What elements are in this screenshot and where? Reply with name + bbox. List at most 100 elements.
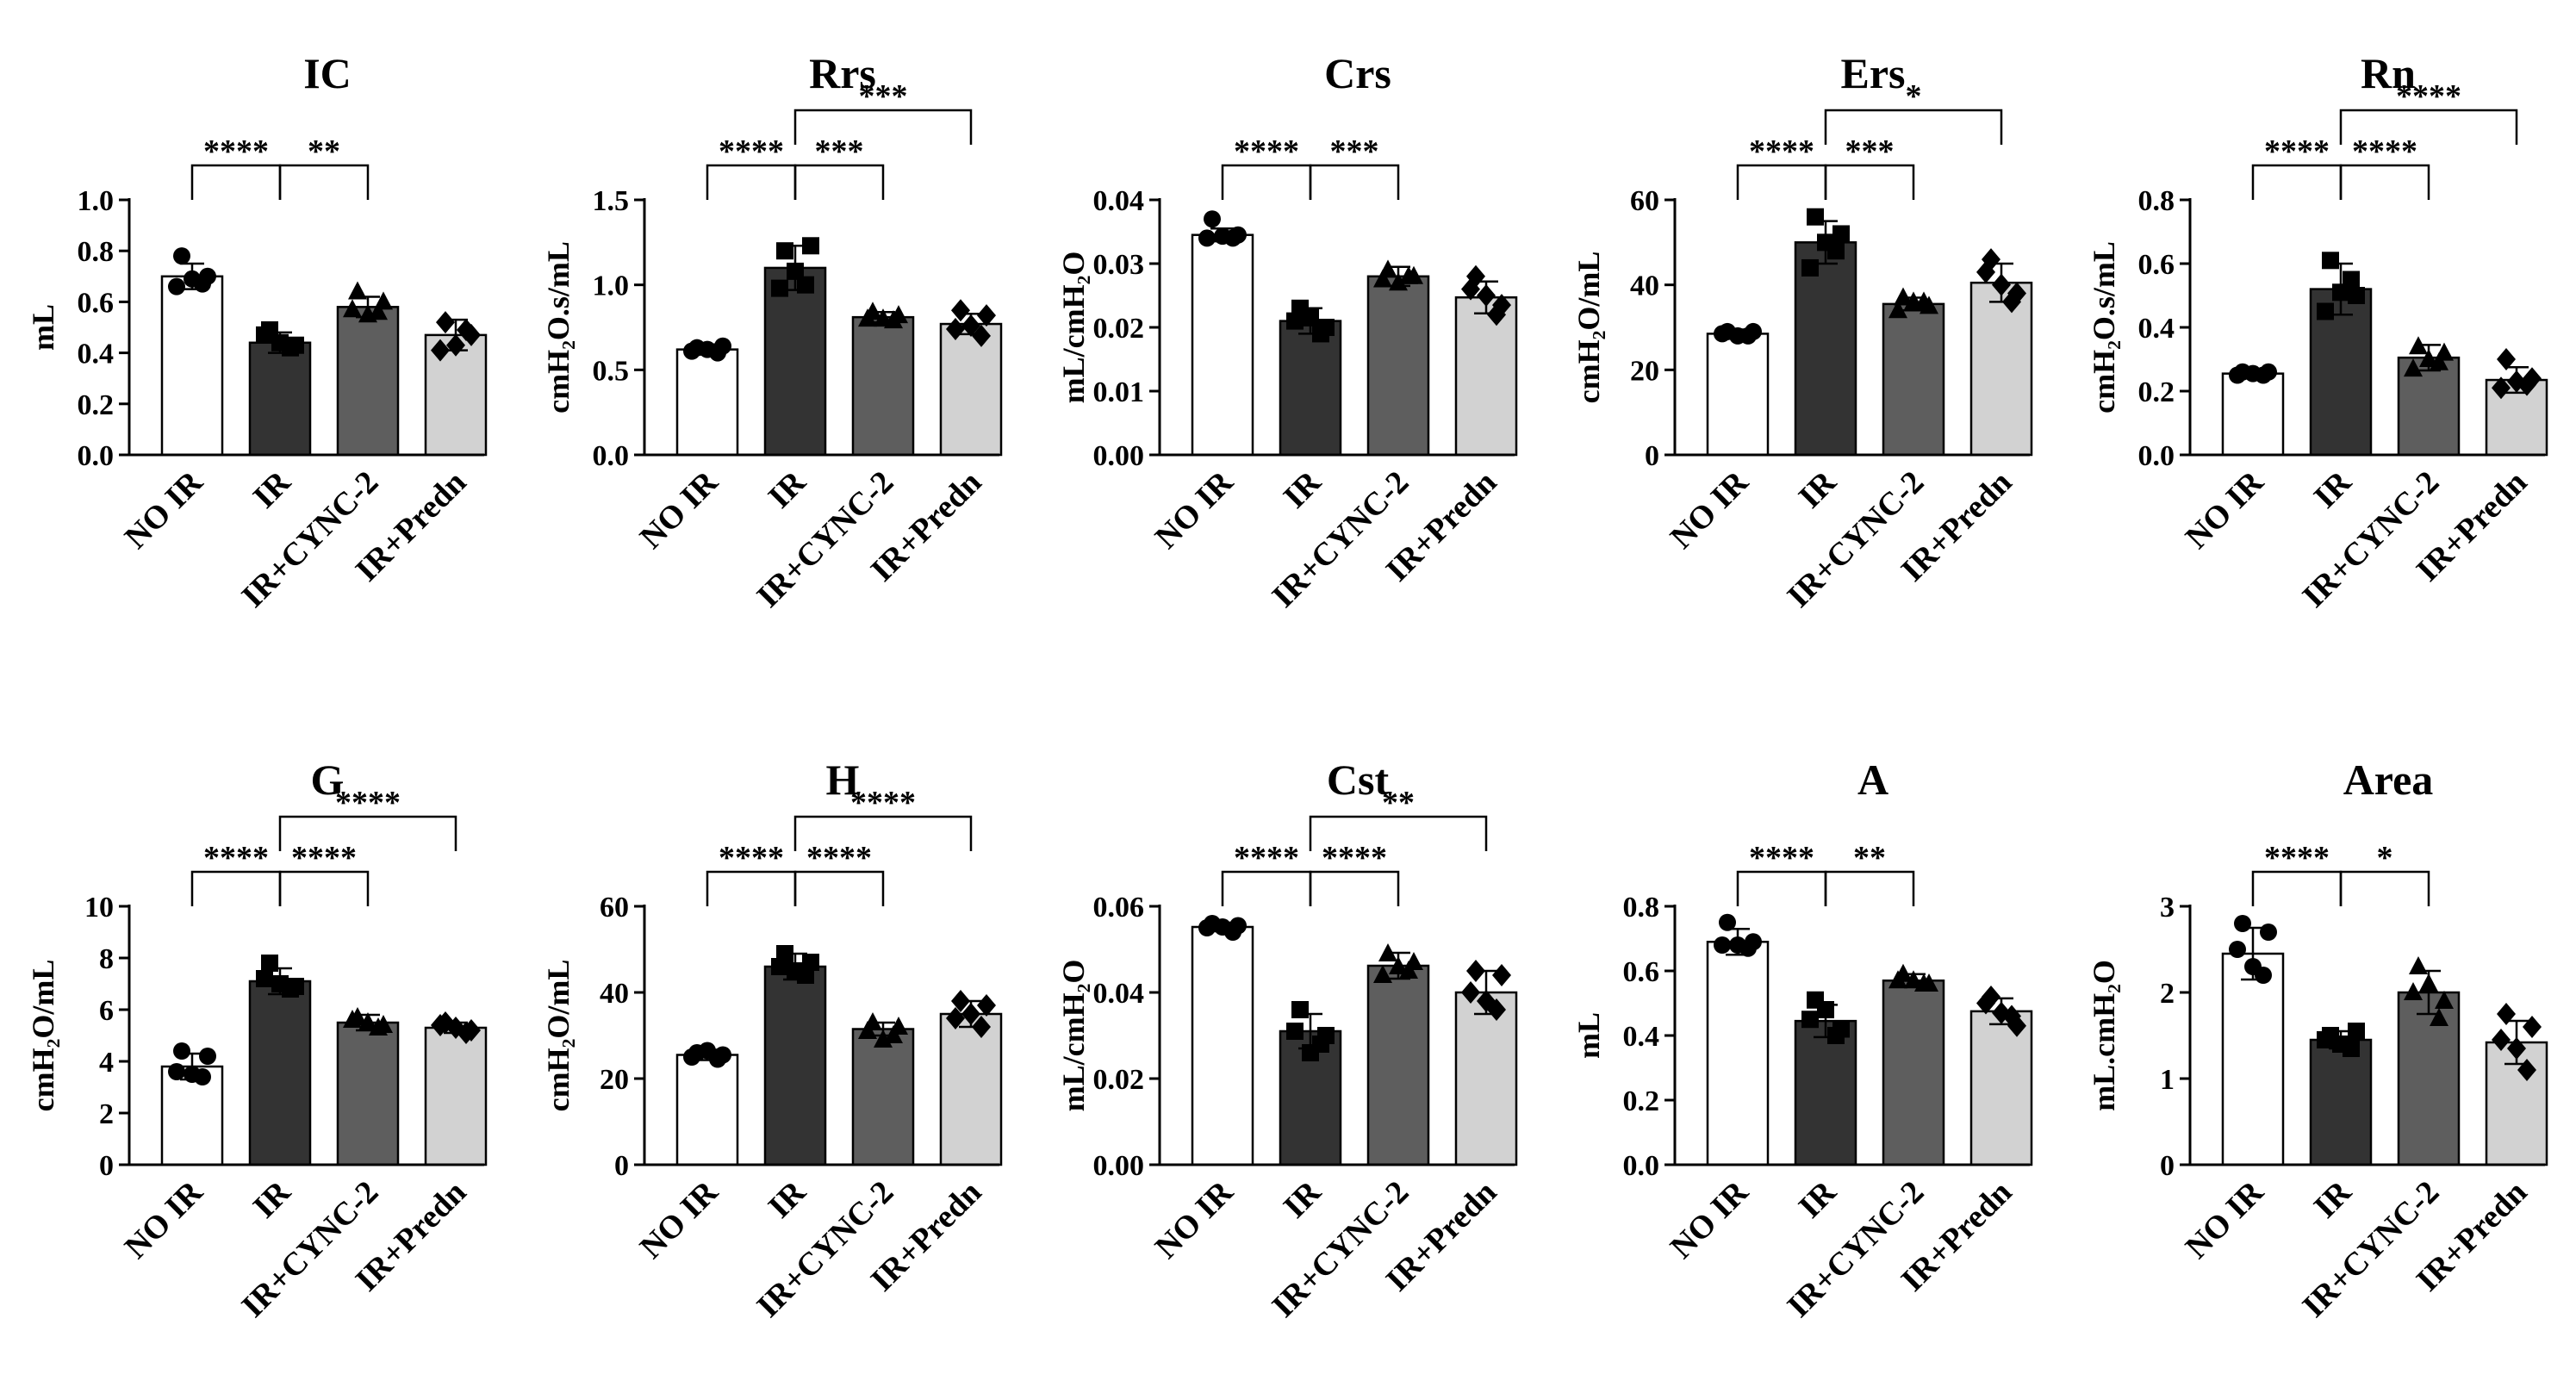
data-point	[446, 1017, 465, 1039]
y-axis-label: cmH₂O.s/mL	[541, 241, 576, 414]
significance-label: ****	[203, 840, 269, 876]
y-tick-label: 0.6	[2138, 249, 2175, 281]
chart-title: Ers	[1841, 49, 1906, 97]
significance-label: ****	[2352, 134, 2417, 170]
x-tick-label: NO IR	[633, 463, 725, 556]
data-point	[1291, 1001, 1309, 1018]
significance-bracket	[1309, 870, 1400, 906]
y-tick-label: 3	[2160, 892, 2175, 924]
data-point	[1745, 933, 1762, 951]
bar-no-ir	[1706, 941, 1770, 1166]
bar-ir-predn	[1454, 991, 1518, 1166]
y-tick-label: 0.5	[593, 355, 630, 387]
y-tick-label: 0	[614, 1150, 629, 1182]
bar-ir	[763, 266, 827, 457]
data-point	[1801, 1011, 1819, 1029]
significance-label: ***	[815, 134, 864, 170]
data-point	[2430, 1008, 2448, 1026]
data-point	[771, 958, 788, 975]
chart-title: Rrs	[809, 49, 876, 97]
data-point	[1389, 272, 1408, 291]
significance-bracket	[793, 109, 973, 145]
data-point	[1373, 269, 1392, 288]
data-point	[776, 242, 793, 260]
y-tick-label: 1.0	[593, 271, 630, 302]
significance-bracket	[793, 815, 973, 851]
data-point	[173, 247, 190, 265]
data-point	[271, 975, 289, 992]
significance-bracket	[2339, 109, 2518, 145]
data-point	[2517, 1059, 2536, 1081]
significance-bracket	[278, 815, 457, 851]
y-tick-label: 0.00	[1093, 1150, 1145, 1182]
data-point	[1477, 284, 1496, 307]
significance-label: **	[1853, 840, 1886, 876]
y-axis-label: cmH₂O/mL	[541, 960, 576, 1112]
chart-title: H	[826, 756, 860, 804]
significance-label: ****	[719, 840, 784, 876]
data-point	[2497, 348, 2516, 370]
data-point	[2523, 367, 2542, 390]
y-axis-label: cmH₂O/mL	[26, 960, 60, 1112]
data-point	[1807, 208, 1824, 226]
data-point	[2404, 358, 2423, 377]
data-point	[462, 1019, 481, 1042]
significance-label: ****	[2264, 840, 2330, 876]
x-tick-label: NO IR	[1148, 463, 1241, 556]
bar-ir-predn	[939, 322, 1003, 457]
significance-label: ***	[859, 78, 908, 115]
data-point	[874, 308, 893, 327]
y-tick-label: 60	[1630, 185, 1659, 217]
data-point	[1920, 973, 1938, 992]
significance-bracket	[190, 164, 282, 200]
data-point	[1373, 965, 1392, 983]
data-point	[173, 1042, 190, 1060]
data-point	[2244, 364, 2262, 383]
y-tick-label: 0.0	[593, 440, 630, 472]
data-point	[199, 1048, 216, 1065]
data-point	[1976, 260, 1995, 283]
y-tick-label: 0.4	[1623, 1021, 1660, 1053]
y-tick-label: 0.2	[2138, 376, 2175, 408]
data-point	[961, 1003, 980, 1025]
significance-label: *	[1906, 78, 1922, 115]
significance-bracket	[2251, 164, 2343, 200]
x-tick-label: NO IR	[118, 1173, 210, 1266]
significance-label: ****	[2396, 78, 2461, 115]
data-point	[256, 326, 273, 344]
data-point	[1719, 913, 1736, 931]
significance-bracket	[2339, 870, 2430, 906]
x-tick-label: IR	[246, 1173, 298, 1225]
data-point	[2317, 1031, 2334, 1048]
y-tick-label: 0.8	[2138, 185, 2175, 217]
x-tick-label: IR	[2307, 463, 2359, 515]
bar-ir	[1279, 320, 1342, 457]
bar-ir-predn	[424, 1026, 488, 1166]
data-point	[2497, 1003, 2516, 1025]
bar-ir-predn	[1454, 295, 1518, 457]
significance-bracket	[1736, 870, 1827, 906]
x-tick-label: IR	[762, 1173, 813, 1225]
y-axis-label: mL	[1571, 1012, 1606, 1059]
bar-ir	[248, 980, 312, 1166]
y-tick-label: 0.8	[78, 236, 115, 268]
y-tick-label: 0.0	[1623, 1150, 1660, 1182]
data-point	[261, 955, 278, 972]
data-point	[1832, 1020, 1850, 1038]
bar-no-ir	[2221, 372, 2285, 457]
bar-ir-cync-2	[1882, 980, 1945, 1166]
y-tick-label: 0.4	[78, 339, 115, 370]
chart-title: A	[1857, 756, 1888, 804]
data-point	[1492, 294, 1511, 317]
x-tick-label: IR	[1792, 463, 1844, 515]
data-point	[2435, 991, 2454, 1009]
data-point	[1198, 229, 1216, 247]
significance-label: **	[308, 134, 340, 170]
data-point	[431, 1014, 450, 1036]
bar-no-ir	[1706, 333, 1770, 457]
significance-label: ****	[291, 840, 357, 876]
significance-bracket	[2339, 164, 2430, 200]
data-point	[2260, 363, 2277, 381]
data-point	[699, 340, 716, 358]
significance-label: ****	[2264, 134, 2330, 170]
